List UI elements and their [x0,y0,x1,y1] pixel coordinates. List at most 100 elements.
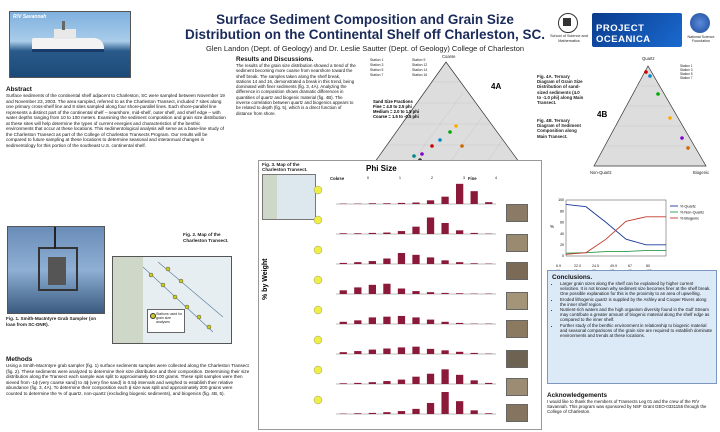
legend-station-3: Station 3 [370,63,384,67]
station-marker [313,215,323,225]
ternary-4a-coarse: Coarse [442,54,456,59]
phi-tick-label: 1 [399,176,401,180]
histogram-bar [456,401,464,414]
project-oceanica-logo: PROJECT OCEANICA [592,13,682,47]
histogram-bar [426,319,435,324]
legend-station-9: Station 9 [412,58,426,62]
fig5-series-line [565,216,666,255]
histogram-bar [412,376,420,384]
size-fraction-heading: Sand Size Fractions [373,99,413,104]
fig3-caption: Fig. 3. Map of the Charleston Transect. [262,162,308,173]
histogram-bar [397,315,406,324]
histogram-bar [383,316,391,324]
histogram-bar [412,254,420,264]
histogram-bar [426,257,435,264]
ternary-4b-biogenic: Biogenic [693,170,710,175]
ship-photo: R/V Savannah [9,11,131,78]
histogram-bar [426,292,435,294]
depth-7: 49.9 [610,264,617,268]
histogram-bar [354,351,362,354]
histogram-bar [412,226,420,234]
project-oceanica-text: PROJECT OCEANICA [596,23,651,45]
fig5-legend-label: % Quartz [680,204,696,208]
histogram-bar [441,292,449,294]
legend-station-1: Station 1 [370,58,384,62]
histogram-bar [456,351,464,354]
histogram-bar [383,232,391,234]
fig5-pct-label: % [550,224,554,229]
ternary-4a-label: 4A [491,82,502,91]
size-fine: Fine = 4.0 to 2.5 phi [373,104,412,109]
station-marker [313,275,323,285]
composition-depth-chart: 100 80 60 40 20 0% % Quartz % Non-Quartz % Bioge… [550,198,704,258]
histogram-bar [456,293,464,294]
histogram-bar [456,183,464,204]
histogram-bar [339,233,347,234]
phi-tick-label: 4 [495,176,497,180]
histogram-bar [383,381,391,384]
histogram-bar [456,374,464,384]
ternary-4b-legend: Station 1 Station 3 Station 5 Station 7 [680,64,718,88]
legend-b-station-1: Station 1 [680,64,693,68]
nsf-logo: National Science Foundation [686,13,714,53]
fig4b-caption: Fig. 4B. Ternary Diagram of Sediment Com… [537,118,581,139]
histogram-bar [441,392,449,414]
legend-station-7: Station 7 [370,73,384,77]
results-heading: Results and Discussions. [236,56,314,63]
fig3-phi-title: Phi Size [366,164,397,173]
grain-photo-2 [506,234,528,252]
histogram-bar [339,352,347,354]
histogram-bar [397,231,406,234]
histogram-bar [441,369,449,384]
histogram-bar [368,232,376,234]
histogram-bar [470,263,478,264]
histogram-bar [470,410,478,414]
histogram-bar [339,321,347,324]
fig5-y-tick: 80 [560,209,564,213]
ternary-4a-points [412,124,464,162]
results-text: The results of the grain size distributi… [236,63,356,116]
map-legend: Stations used for grain size analyses [147,309,185,333]
histogram-bar [339,290,347,294]
histogram-bar [441,260,449,264]
legend-station-14: Station 14 [412,68,428,72]
histogram-bar [412,317,420,324]
histogram-bar [354,287,362,294]
histogram-bar [354,262,362,264]
histogram-bar [485,413,493,414]
fig3-map [262,174,316,220]
size-fraction-box: Sand Size Fractions Fine = 4.0 to 2.5 ph… [373,99,433,119]
conclusion-1: Larger grain sizes along the shelf can b… [560,281,713,297]
histogram-bar [426,217,435,234]
conclusion-3: Nutrient-rich waters and the high organi… [560,307,713,323]
grain-photo-5 [506,320,528,338]
grain-photo-8 [506,404,528,422]
histogram-bar [441,196,449,204]
station-marker [313,305,323,315]
fig5-y-tick: 100 [558,198,564,202]
histogram-bar [339,262,347,264]
map-legend-text: Stations used for grain size analyses [156,312,183,324]
legend-station-5: Station 5 [370,68,384,72]
fig2-caption: Fig. 2. Map of the Charleston Transect. [183,232,229,243]
ternary-4b-points [644,70,690,150]
map-station-dots [148,266,212,330]
grain-photo-7 [506,378,528,396]
histogram-bar [354,382,362,384]
fig3-coarse: Coarse [330,176,345,181]
legend-station-12: Station 12 [412,63,428,67]
grain-photo-4 [506,292,528,310]
size-medium: Medium = 2.0 to 1.5 phi [373,109,419,114]
station-marker [313,185,323,195]
histogram-bar [368,317,376,324]
abstract-heading: Abstract [6,86,32,93]
histogram-bar [354,320,362,324]
histogram-bar [456,322,464,324]
station-marker [313,365,323,375]
histogram-bar [426,348,435,354]
grain-photo-1 [506,204,528,222]
depth-12: 80 [646,264,650,268]
histogram-bar [456,262,464,264]
legend-b-station-5: Station 5 [680,72,693,76]
station-marker [313,395,323,405]
